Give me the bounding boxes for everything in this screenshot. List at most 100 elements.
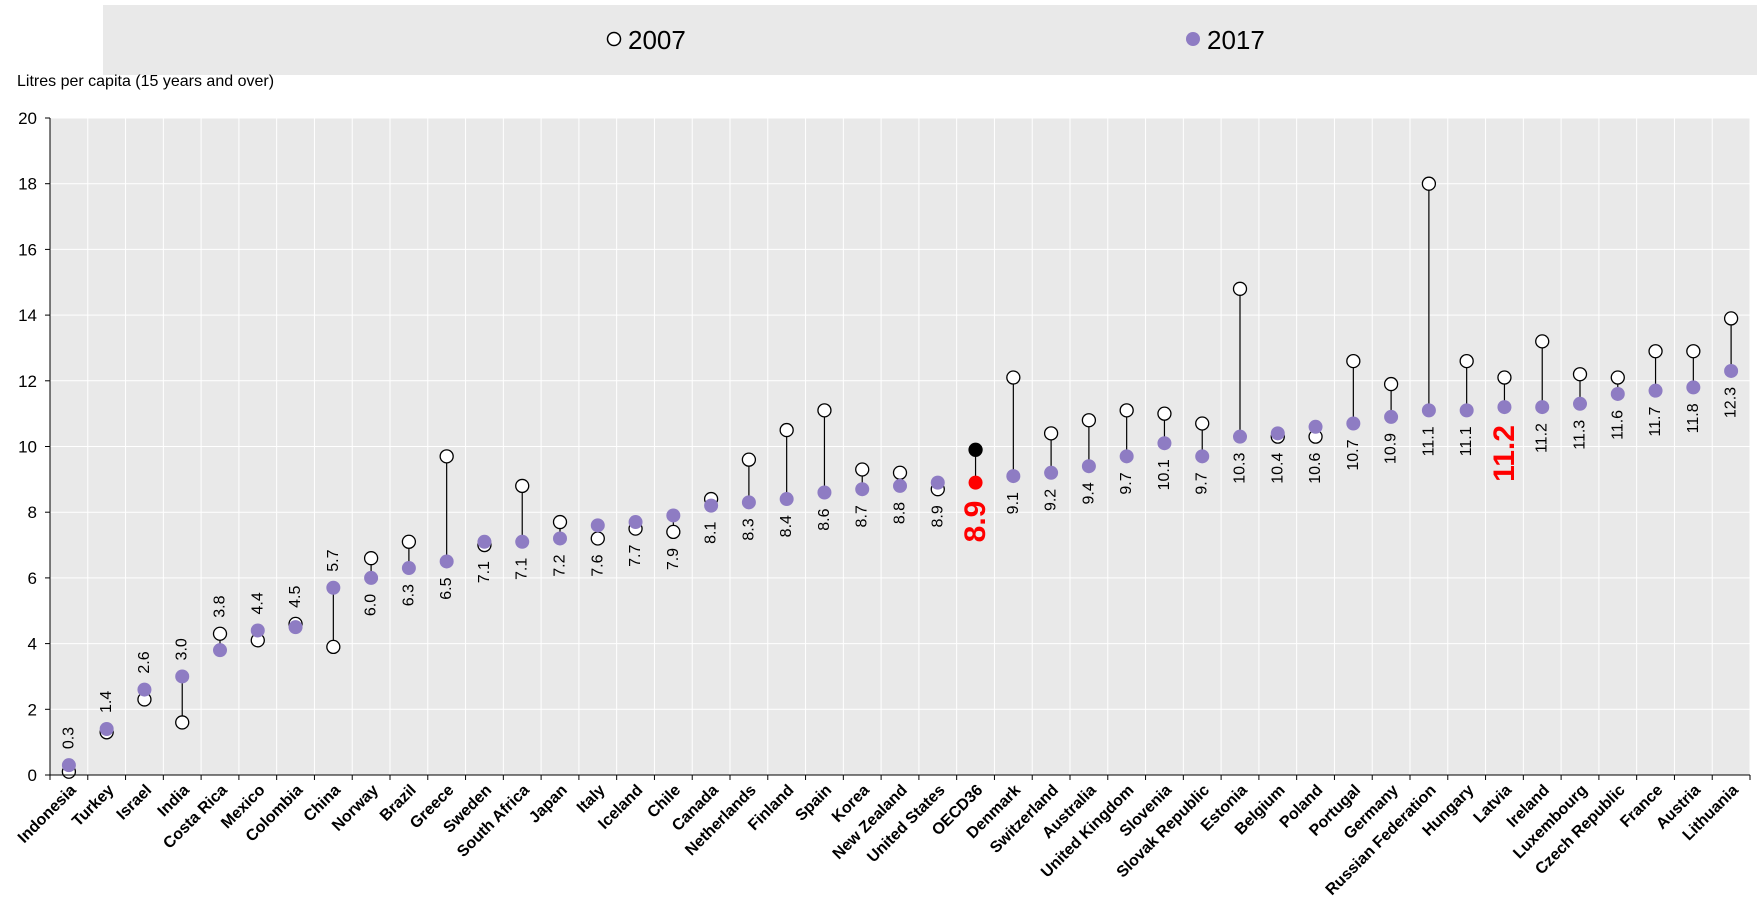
data-label-israel: 2.6 — [136, 651, 153, 673]
point-2007-italy — [590, 531, 605, 546]
data-label-switzerland: 9.2 — [1043, 489, 1060, 511]
y-tick-label: 20 — [18, 109, 37, 128]
data-label-korea: 8.7 — [854, 505, 871, 527]
point-2017-sweden — [477, 534, 492, 549]
point-2017-new-zealand — [893, 478, 907, 493]
data-label-poland: 10.6 — [1307, 453, 1324, 484]
point-2007-austria — [1686, 344, 1701, 359]
point-2007-japan — [552, 514, 568, 530]
point-2017-ireland — [1535, 400, 1550, 415]
point-2007-united-kingdom — [1119, 403, 1134, 418]
point-2017-korea — [855, 482, 870, 497]
point-2017-spain — [817, 485, 832, 500]
data-label-greece: 6.5 — [438, 577, 455, 599]
point-2017-netherlands — [741, 495, 756, 510]
data-label-norway: 6.0 — [363, 594, 380, 616]
data-marks — [61, 176, 1739, 779]
data-label-lithuania: 12.3 — [1723, 387, 1740, 418]
point-2007-switzerland — [1043, 426, 1059, 441]
data-label-colombia: 4.5 — [287, 586, 304, 608]
point-2007-spain — [817, 403, 832, 418]
point-2017-slovak-republic — [1195, 449, 1210, 464]
point-2007-lithuania — [1723, 311, 1739, 326]
data-label-hungary: 11.1 — [1458, 426, 1475, 456]
point-2017-lithuania — [1724, 363, 1739, 378]
point-2017-chile — [666, 508, 681, 523]
data-label-czech-republic: 11.6 — [1609, 410, 1626, 440]
data-label-denmark: 9.1 — [1005, 492, 1022, 514]
data-label-ireland: 11.2 — [1534, 423, 1551, 453]
point-2017-japan — [553, 531, 567, 546]
point-2017-south-africa — [515, 534, 530, 549]
x-label-indonesia: Indonesia — [15, 782, 80, 847]
point-2017-india — [175, 669, 190, 684]
point-2017-germany — [1384, 409, 1399, 424]
point-2007-india — [175, 715, 190, 730]
data-label-france: 11.7 — [1647, 407, 1664, 437]
data-label-new-zealand: 8.8 — [892, 502, 909, 524]
point-2007-australia — [1081, 413, 1097, 428]
point-2007-south-africa — [515, 478, 530, 494]
point-2017-iceland — [628, 515, 643, 530]
data-label-portugal: 10.7 — [1345, 439, 1362, 470]
point-2007-estonia — [1232, 281, 1248, 296]
point-2017-estonia — [1233, 429, 1247, 444]
y-tick-label: 0 — [28, 766, 37, 785]
x-label-spain: Spain — [792, 782, 835, 825]
point-2017-france — [1648, 383, 1663, 398]
data-label-chile: 7.9 — [665, 548, 682, 570]
data-label-austria: 11.8 — [1685, 403, 1702, 433]
y-tick-label: 2 — [28, 700, 37, 719]
point-2007-korea — [855, 462, 870, 477]
data-label-russian-federation: 11.1 — [1420, 426, 1437, 456]
point-2017-finland — [779, 492, 794, 507]
data-label-sweden: 7.1 — [476, 561, 493, 583]
y-tick-label: 18 — [18, 175, 37, 194]
point-2017-portugal — [1346, 416, 1361, 431]
point-2017-greece — [439, 554, 454, 569]
point-2017-united-states — [930, 475, 945, 490]
point-2007-china — [326, 639, 341, 655]
x-label-italy: Italy — [574, 782, 609, 817]
x-label-turkey: Turkey — [69, 782, 117, 830]
point-2007-norway — [363, 551, 379, 566]
data-label-china: 5.7 — [325, 549, 342, 571]
data-label-mexico: 4.4 — [249, 592, 266, 614]
point-2017-luxembourg — [1573, 396, 1587, 411]
point-2007-hungary — [1459, 353, 1474, 369]
data-label-belgium: 10.4 — [1269, 453, 1286, 484]
legend-label-2007: 2007 — [628, 25, 686, 55]
point-2017-israel — [137, 682, 152, 697]
point-2007-czech-republic — [1610, 370, 1625, 385]
point-2017-poland — [1308, 419, 1323, 434]
y-axis-title: Litres per capita (15 years and over) — [17, 73, 274, 90]
data-label-slovak-republic: 9.7 — [1194, 472, 1211, 494]
data-labels: 0.3 1.4 2.6 3.0 3.8 4.4 4.5 5.7 6.0 6.3 6.5 7.1 7.1 7… — [60, 387, 1739, 749]
data-label-india: 3.0 — [174, 638, 191, 660]
data-label-turkey: 1.4 — [98, 691, 115, 713]
data-label-japan: 7.2 — [552, 554, 569, 576]
data-label-slovenia: 10.1 — [1156, 459, 1173, 490]
y-tick-label: 4 — [28, 635, 37, 654]
point-2017-switzerland — [1044, 465, 1059, 480]
point-2017-costa-rica — [213, 643, 227, 658]
x-label-japan: Japan — [526, 782, 571, 827]
point-2007-oecd36 — [968, 442, 983, 457]
data-label-united-states: 8.9 — [929, 505, 946, 527]
point-2017-italy — [590, 518, 605, 533]
point-2007-denmark — [1006, 370, 1021, 385]
y-tick-label: 6 — [28, 569, 37, 588]
x-label-israel: Israel — [114, 782, 156, 824]
point-2007-france — [1648, 344, 1663, 359]
y-tick-label: 8 — [28, 503, 37, 522]
point-2007-latvia — [1497, 370, 1512, 385]
point-2007-portugal — [1346, 353, 1361, 369]
y-tick-label: 14 — [18, 306, 37, 325]
point-2007-chile — [666, 524, 681, 540]
point-2017-russian-federation — [1421, 403, 1436, 418]
point-2007-netherlands — [741, 452, 757, 467]
data-label-netherlands: 8.3 — [740, 518, 757, 540]
point-2017-china — [326, 580, 341, 595]
